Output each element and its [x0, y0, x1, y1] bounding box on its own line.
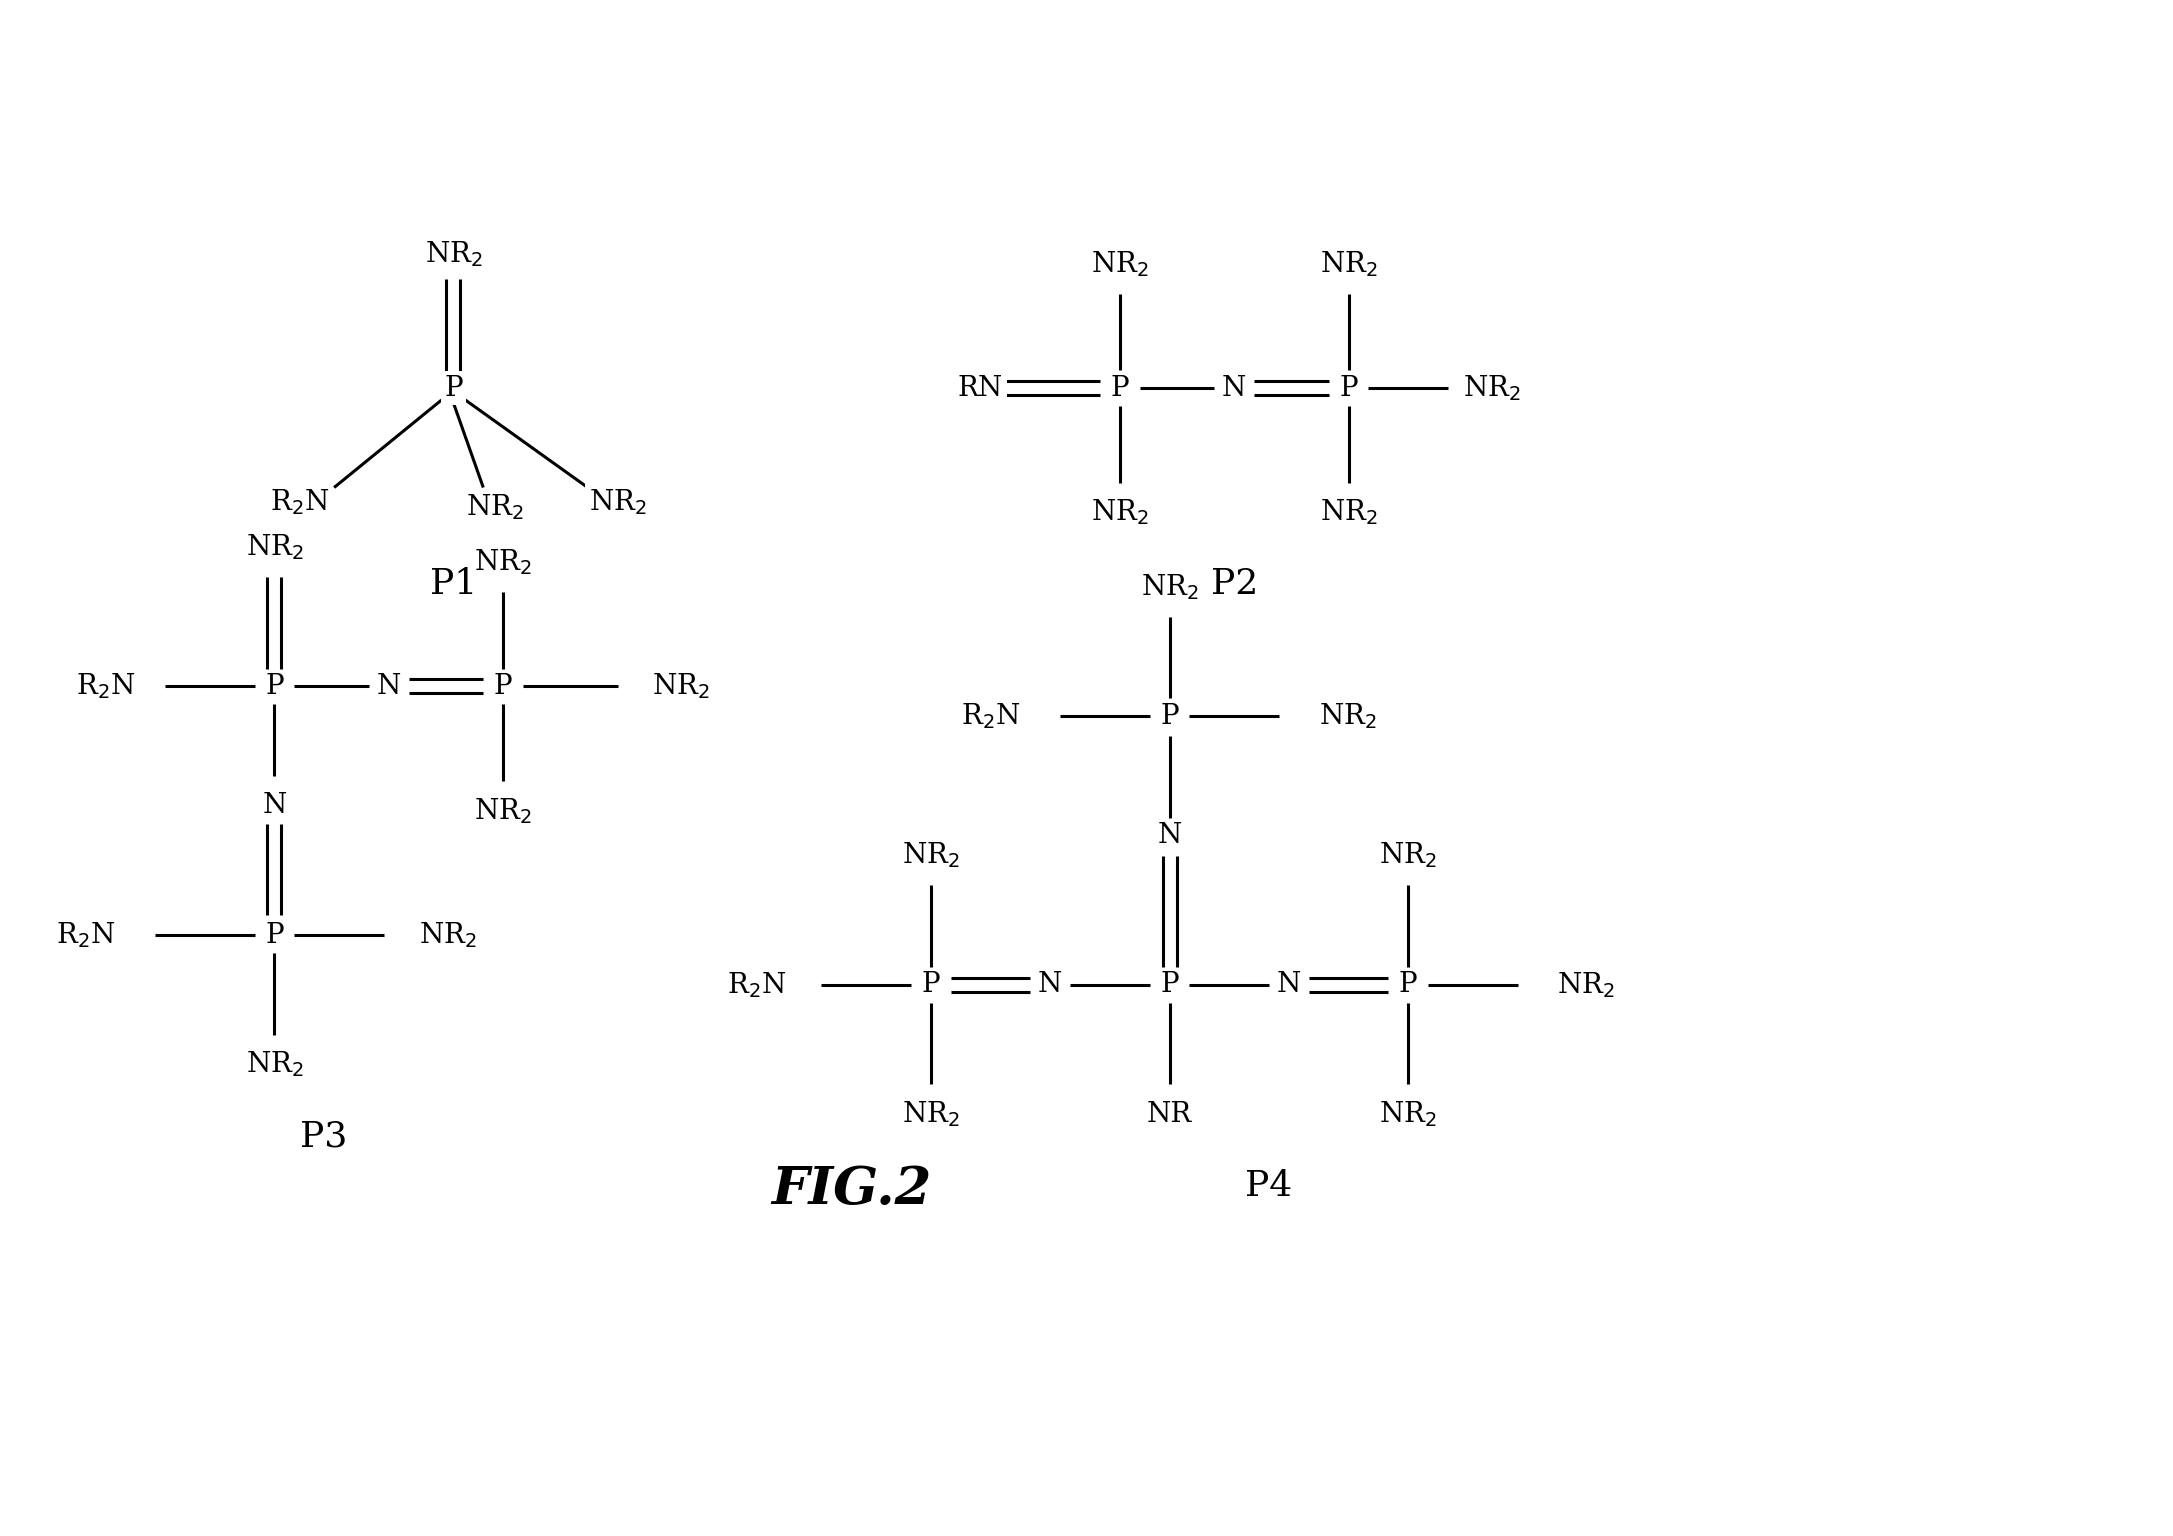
Text: NR$_2$: NR$_2$: [589, 487, 648, 518]
Text: NR$_2$: NR$_2$: [902, 1100, 960, 1129]
Text: P: P: [443, 375, 463, 401]
Text: R$_2$N: R$_2$N: [728, 969, 787, 1000]
Text: R$_2$N: R$_2$N: [960, 702, 1021, 731]
Text: NR$_2$: NR$_2$: [1091, 498, 1150, 527]
Text: P3: P3: [300, 1120, 348, 1154]
Text: N: N: [263, 793, 287, 819]
Text: NR$_2$: NR$_2$: [1319, 498, 1378, 527]
Text: NR$_2$: NR$_2$: [474, 796, 532, 826]
Text: N: N: [1039, 971, 1063, 998]
Text: N: N: [1278, 971, 1302, 998]
Text: RN: RN: [958, 375, 1004, 401]
Text: P: P: [265, 922, 285, 949]
Text: P: P: [1110, 375, 1130, 401]
Text: NR$_2$: NR$_2$: [1319, 249, 1378, 278]
Text: N: N: [1158, 822, 1182, 849]
Text: NR$_2$: NR$_2$: [1558, 969, 1615, 1000]
Text: P: P: [265, 673, 285, 700]
Text: R$_2$N: R$_2$N: [76, 671, 135, 702]
Text: NR$_2$: NR$_2$: [1091, 249, 1150, 278]
Text: P1: P1: [430, 567, 478, 601]
Text: NR$_2$: NR$_2$: [1380, 840, 1436, 871]
Text: FIG.2: FIG.2: [771, 1164, 932, 1215]
Text: NR$_2$: NR$_2$: [474, 547, 532, 578]
Text: P: P: [1160, 703, 1180, 730]
Text: NR$_2$: NR$_2$: [467, 493, 524, 522]
Text: P: P: [921, 971, 941, 998]
Text: R$_2$N: R$_2$N: [56, 920, 115, 949]
Text: NR$_2$: NR$_2$: [1462, 373, 1521, 402]
Text: N: N: [376, 673, 402, 700]
Text: P: P: [1399, 971, 1417, 998]
Text: NR$_2$: NR$_2$: [1141, 571, 1199, 602]
Text: P: P: [1339, 375, 1358, 401]
Text: R$_2$N: R$_2$N: [269, 487, 328, 518]
Text: NR$_2$: NR$_2$: [246, 1049, 304, 1080]
Text: NR$_2$: NR$_2$: [1380, 1100, 1436, 1129]
Text: NR$_2$: NR$_2$: [1319, 702, 1376, 731]
Text: NR$_2$: NR$_2$: [424, 240, 482, 269]
Text: NR$_2$: NR$_2$: [652, 671, 711, 702]
Text: P4: P4: [1245, 1169, 1293, 1203]
Text: NR$_2$: NR$_2$: [902, 840, 960, 871]
Text: N: N: [1221, 375, 1247, 401]
Text: NR$_2$: NR$_2$: [246, 533, 304, 562]
Text: NR$_2$: NR$_2$: [419, 920, 476, 949]
Text: P: P: [493, 673, 513, 700]
Text: NR: NR: [1147, 1101, 1193, 1127]
Text: P2: P2: [1210, 567, 1258, 601]
Text: P: P: [1160, 971, 1180, 998]
